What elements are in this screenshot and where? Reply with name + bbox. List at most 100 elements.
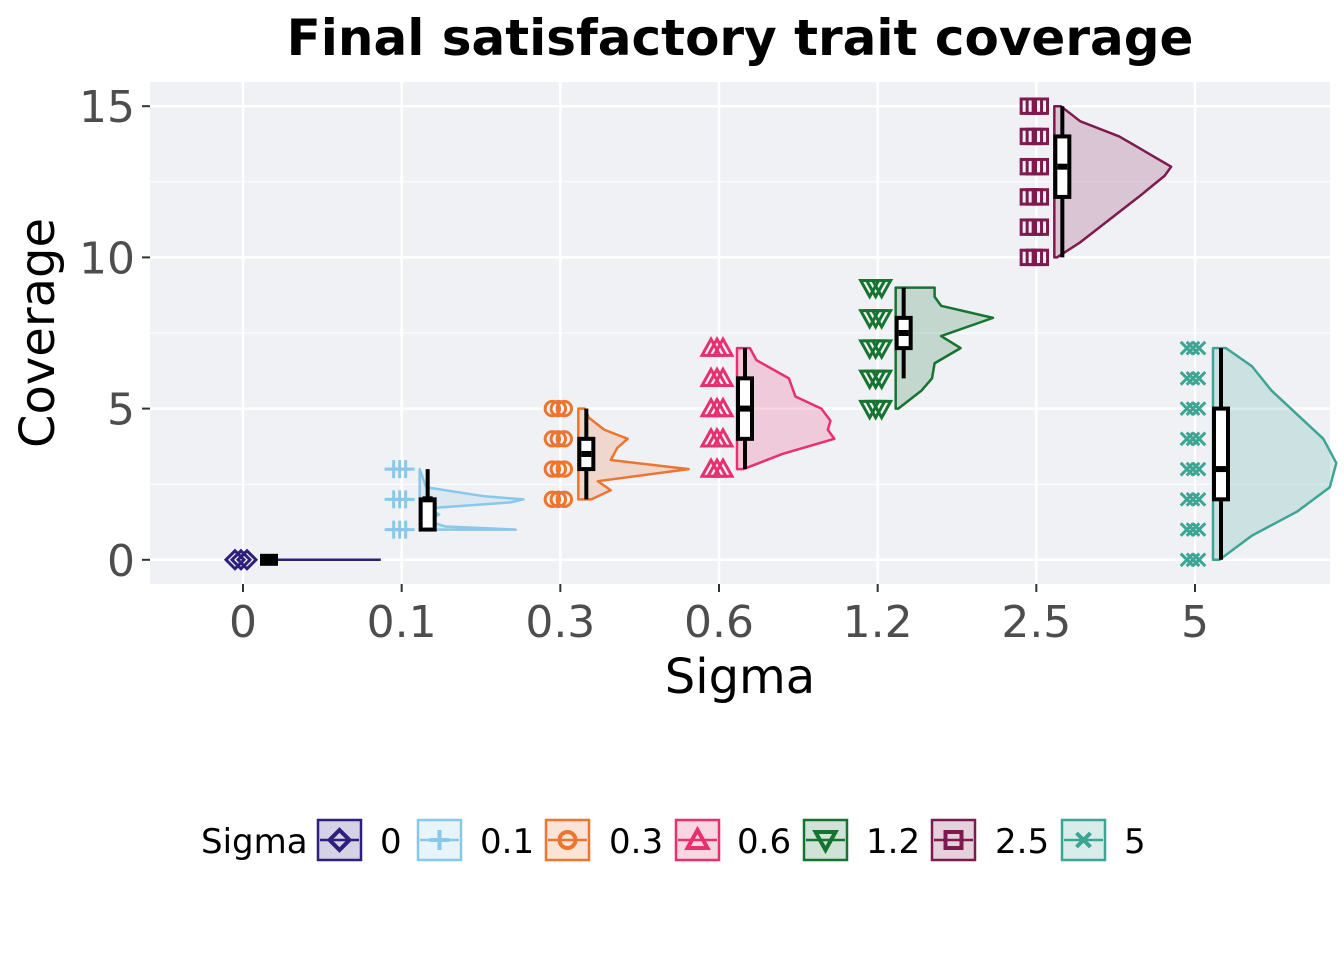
legend-label: 0.3 <box>609 822 663 862</box>
y-tick-label: 0 <box>107 536 135 587</box>
box-rect <box>418 497 437 532</box>
data-point <box>1185 371 1201 386</box>
box-median <box>581 450 592 457</box>
data-point <box>396 460 415 479</box>
legend-label: 5 <box>1124 822 1146 862</box>
legend-key-marker <box>326 827 353 853</box>
data-point <box>711 336 735 357</box>
data-point <box>711 426 735 448</box>
legend: Sigma 0 0.1 0.3 0.6 1.2 2.5 5 <box>201 818 1146 862</box>
y-tick-label: 5 <box>107 385 135 436</box>
box-median <box>264 556 274 563</box>
density-cloud <box>735 346 836 471</box>
data-point <box>711 366 735 388</box>
data-point <box>1179 371 1195 386</box>
chart-title: Final satisfactory trait coverage <box>287 9 1194 67</box>
data-point <box>235 548 259 571</box>
data-point <box>711 396 735 418</box>
data-point <box>870 309 894 330</box>
data-point <box>549 460 568 478</box>
data-point <box>870 339 894 361</box>
data-point <box>396 490 415 509</box>
data-point <box>870 278 894 300</box>
box-median <box>740 405 750 412</box>
y-axis: 0 5 10 15 <box>79 82 150 587</box>
box-median <box>898 330 909 336</box>
legend-label: 0.1 <box>480 822 534 862</box>
data-point <box>1191 371 1207 386</box>
data-point <box>1191 491 1207 507</box>
density-cloud <box>894 286 995 410</box>
data-point <box>1185 340 1201 356</box>
data-point <box>1191 461 1207 477</box>
data-point <box>1031 248 1050 267</box>
legend-label: 1.2 <box>866 822 920 862</box>
legend-label: 0 <box>380 822 402 862</box>
data-point <box>1185 522 1201 537</box>
data-point <box>1031 97 1050 115</box>
data-point <box>396 520 415 539</box>
legend-key-marker <box>1075 831 1092 849</box>
data-point <box>1179 431 1195 447</box>
data-point <box>1185 431 1201 447</box>
data-point <box>549 490 568 509</box>
data-point <box>549 399 568 418</box>
data-point <box>1185 552 1201 568</box>
data-point <box>1031 127 1050 146</box>
density-cloud <box>418 467 525 531</box>
data-point <box>1191 340 1207 356</box>
data-point <box>543 460 562 478</box>
data-point <box>1191 401 1207 416</box>
data-point <box>1179 491 1195 507</box>
legend-key-marker <box>684 825 711 850</box>
data-point <box>555 399 574 418</box>
legend-key-marker <box>943 830 964 850</box>
data-point <box>1179 340 1195 356</box>
data-point <box>555 430 574 448</box>
legend-key-marker <box>812 830 839 855</box>
x-tick-label: 0 <box>229 597 257 648</box>
data-point <box>1179 522 1195 537</box>
data-point <box>1031 218 1050 236</box>
x-tick-label: 0.6 <box>684 597 754 648</box>
legend-key-marker <box>557 830 578 850</box>
x-tick-label: 2.5 <box>1001 597 1071 648</box>
data-points <box>223 97 1207 571</box>
density-cloud <box>1211 346 1338 562</box>
x-tick-label: 1.2 <box>843 597 913 648</box>
data-point <box>1179 461 1195 477</box>
data-point <box>1191 431 1207 447</box>
data-point <box>1179 401 1195 416</box>
legend-key-marker <box>429 830 450 850</box>
x-axis: 0 0.1 0.3 0.6 1.2 2.5 5 <box>229 584 1209 648</box>
box-median <box>422 496 433 503</box>
data-point <box>543 490 562 509</box>
data-point <box>711 456 735 478</box>
data-point <box>1185 461 1201 477</box>
density-cloud <box>577 407 690 501</box>
data-point <box>543 399 562 418</box>
data-point <box>1031 157 1050 176</box>
x-tick-label: 0.3 <box>525 597 595 648</box>
x-tick-label: 0.1 <box>367 597 437 648</box>
x-axis-title: Sigma <box>665 649 815 705</box>
y-tick-label: 15 <box>79 82 135 133</box>
y-axis-title: Coverage <box>10 218 66 448</box>
legend-label: 0.6 <box>737 822 791 862</box>
box-median <box>1057 163 1068 170</box>
legend-title: Sigma <box>201 822 308 862</box>
data-point <box>555 460 574 478</box>
data-point <box>1185 401 1201 416</box>
data-point <box>555 490 574 509</box>
data-point <box>870 399 894 421</box>
density-clouds <box>261 104 1338 562</box>
box-median <box>1216 466 1226 473</box>
data-point <box>549 430 568 448</box>
box-plots <box>260 106 1230 566</box>
box-rect <box>1212 406 1230 502</box>
data-point <box>1185 491 1201 507</box>
data-point <box>1191 522 1207 537</box>
data-point <box>870 369 894 391</box>
data-point <box>1191 552 1207 568</box>
